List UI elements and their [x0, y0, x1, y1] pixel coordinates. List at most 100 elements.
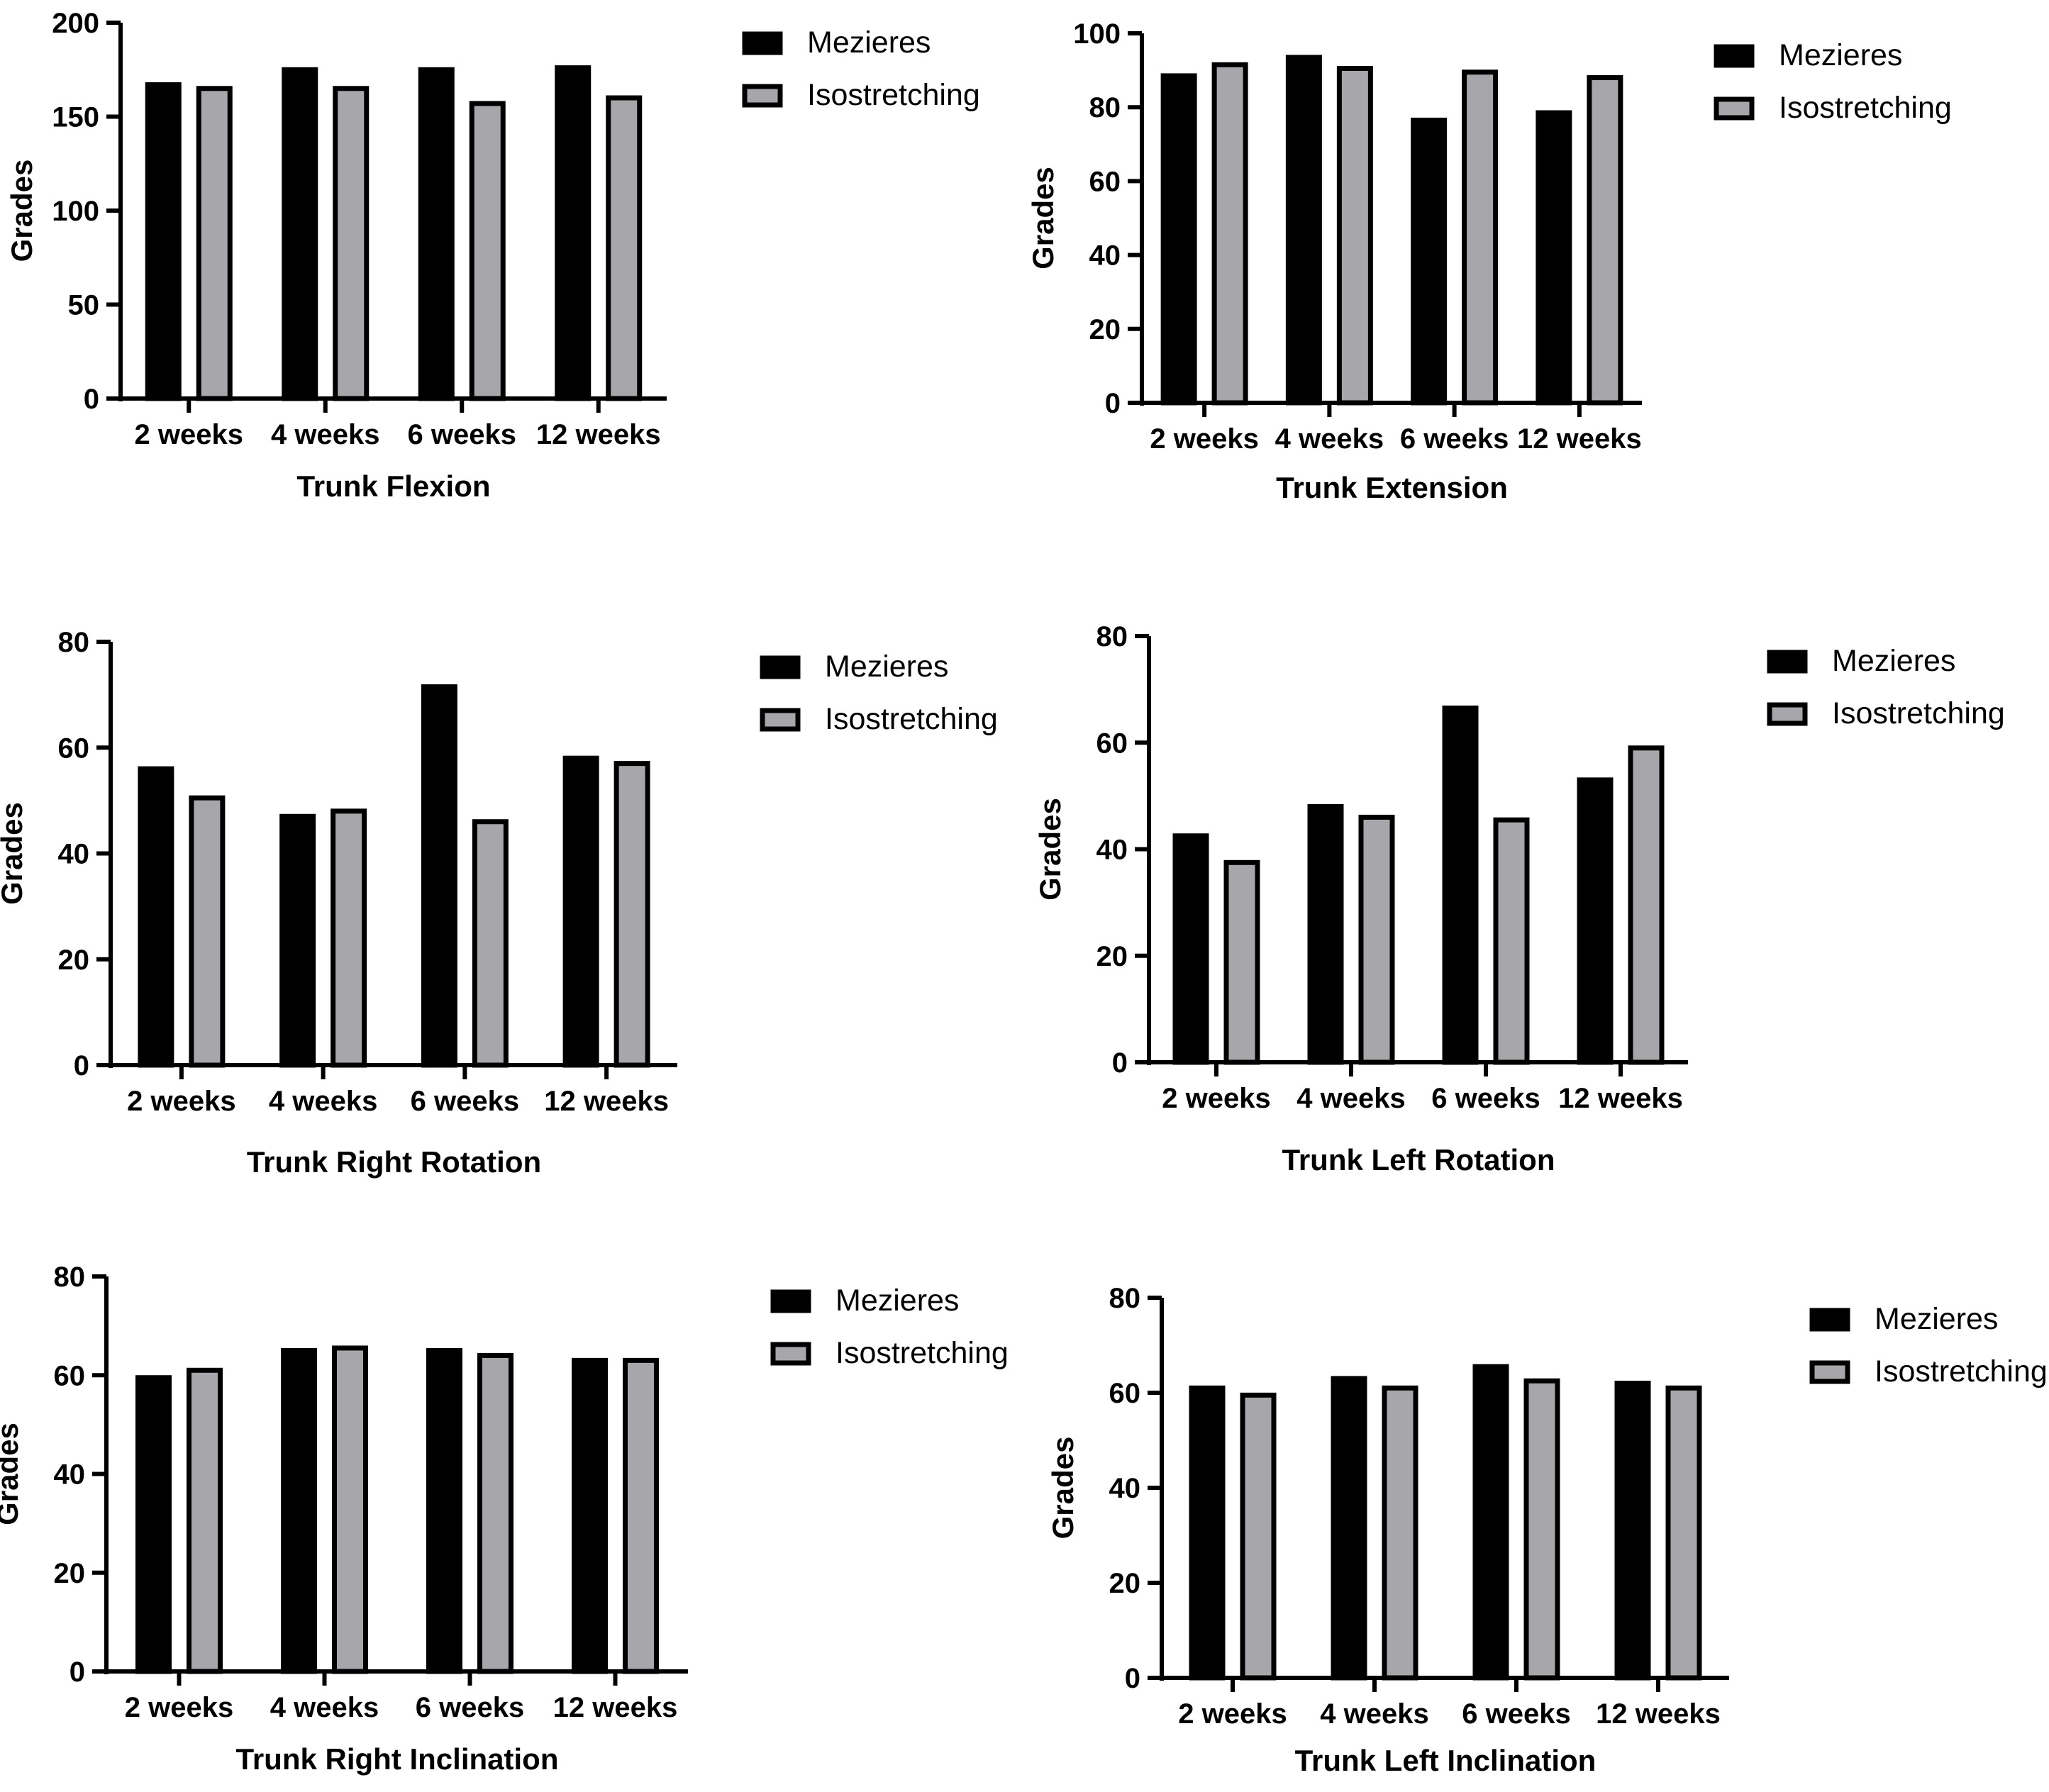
y-tick-label: 20 [1109, 1568, 1141, 1599]
y-tick-label: 20 [58, 945, 90, 976]
bar-isostretching-2-weeks [189, 795, 226, 1068]
bar-mezieres-12-weeks [555, 65, 592, 401]
bar-mezieres-6-weeks [421, 684, 457, 1068]
x-tick-label: 6 weeks [1400, 423, 1509, 455]
legend-swatch-mezieres [742, 31, 783, 55]
y-tick-label: 60 [1096, 728, 1128, 759]
legend-swatch-isostretching [760, 708, 801, 732]
bar-mezieres-2-weeks [145, 82, 182, 401]
legend-swatch-mezieres [1767, 650, 1808, 674]
x-tick-label: 4 weeks [1296, 1083, 1405, 1114]
legend-label-isostretching: Isostretching [1875, 1354, 2048, 1388]
chart-panel-4: 2 weeks 4 weeks 6 weeks 12 weeks 0 20 40 60 80 Gr… [1033, 621, 2005, 1176]
bar-mezieres-2-weeks [138, 766, 174, 1068]
legend-label-mezieres: Mezieres [835, 1284, 959, 1318]
y-tick-label: 0 [84, 384, 99, 415]
y-tick-label: 80 [58, 627, 90, 658]
x-tick-label: 2 weeks [127, 1086, 235, 1117]
bar-mezieres-12-weeks [1577, 777, 1614, 1065]
bar-isostretching-4-weeks [1358, 814, 1395, 1065]
y-axis-label: Grades [1046, 1437, 1079, 1540]
y-tick-label: 60 [54, 1360, 86, 1391]
chart-title: Trunk Left Inclination [1295, 1744, 1597, 1777]
legend-label-mezieres: Mezieres [1875, 1302, 1998, 1336]
bar-isostretching-4-weeks [333, 86, 370, 401]
x-tick-label: 12 weeks [536, 419, 661, 450]
chart-panel-6: 2 weeks 4 weeks 6 weeks 12 weeks 0 20 40 60 80 Gr… [1046, 1283, 2048, 1777]
legend-label-isostretching: Isostretching [807, 78, 980, 112]
x-tick-label: 6 weeks [408, 419, 516, 450]
legend-label-isostretching: Isostretching [825, 702, 998, 736]
legend-swatch-mezieres [1809, 1308, 1850, 1332]
x-tick-label: 6 weeks [1431, 1083, 1540, 1114]
x-tick-label: 4 weeks [269, 1086, 377, 1117]
chart-title: Trunk Extension [1276, 471, 1508, 504]
bar-mezieres-6-weeks [1472, 1364, 1509, 1681]
y-tick-label: 40 [54, 1459, 86, 1491]
y-tick-label: 100 [1073, 18, 1121, 50]
bar-mezieres-4-weeks [279, 813, 316, 1068]
legend-swatch-isostretching [742, 84, 783, 108]
bar-mezieres-2-weeks [1160, 73, 1197, 406]
bar-isostretching-12-weeks [1665, 1385, 1702, 1681]
bar-mezieres-2-weeks [135, 1375, 172, 1674]
bar-isostretching-2-weeks [1223, 859, 1260, 1065]
y-tick-label: 80 [1096, 621, 1128, 652]
bar-mezieres-12-weeks [1536, 110, 1572, 406]
bar-mezieres-12-weeks [572, 1357, 608, 1674]
bar-isostretching-2-weeks [196, 86, 233, 401]
y-axis-label: Grades [1033, 798, 1067, 901]
bar-isostretching-12-weeks [623, 1357, 659, 1674]
legend-label-mezieres: Mezieres [825, 650, 948, 684]
y-tick-label: 150 [52, 102, 99, 133]
legend-label-mezieres: Mezieres [1779, 38, 1902, 72]
legend-swatch-isostretching [1767, 702, 1808, 726]
y-tick-label: 60 [58, 733, 90, 764]
y-tick-label: 40 [58, 839, 90, 870]
bar-mezieres-6-weeks [426, 1347, 462, 1674]
bar-isostretching-12-weeks [606, 95, 643, 401]
legend-swatch-isostretching [1809, 1360, 1850, 1384]
bar-isostretching-4-weeks [1336, 65, 1373, 406]
x-tick-label: 2 weeks [125, 1692, 233, 1723]
y-tick-label: 0 [1112, 1047, 1128, 1079]
x-tick-label: 4 weeks [271, 419, 379, 450]
bar-mezieres-4-weeks [1307, 803, 1344, 1065]
y-tick-label: 40 [1089, 240, 1121, 272]
y-tick-label: 0 [70, 1657, 85, 1688]
bar-isostretching-2-weeks [187, 1367, 223, 1674]
legend-label-isostretching: Isostretching [1779, 91, 1952, 125]
x-tick-label: 6 weeks [411, 1086, 519, 1117]
legend-swatch-isostretching [770, 1342, 811, 1366]
x-tick-label: 2 weeks [135, 419, 243, 450]
x-tick-label: 2 weeks [1178, 1698, 1287, 1730]
legend-label-isostretching: Isostretching [835, 1336, 1009, 1370]
bar-mezieres-12-weeks [562, 755, 599, 1068]
y-tick-label: 60 [1109, 1378, 1141, 1409]
bar-mezieres-2-weeks [1189, 1385, 1226, 1681]
chart-panel-5: 2 weeks 4 weeks 6 weeks 12 weeks 0 20 40 60 80 Gr… [0, 1262, 1009, 1776]
x-tick-label: 2 weeks [1150, 423, 1258, 455]
chart-title: Trunk Right Rotation [247, 1145, 541, 1179]
y-axis-label: Grades [0, 1423, 24, 1525]
y-tick-label: 0 [1125, 1663, 1140, 1694]
bar-mezieres-4-weeks [1331, 1376, 1367, 1681]
x-tick-label: 12 weeks [1558, 1083, 1683, 1114]
x-tick-label: 12 weeks [1517, 423, 1642, 455]
x-tick-label: 4 weeks [270, 1692, 379, 1723]
bar-mezieres-4-weeks [282, 67, 318, 401]
x-tick-label: 12 weeks [544, 1086, 669, 1117]
bar-isostretching-6-weeks [477, 1352, 513, 1674]
bar-isostretching-2-weeks [1211, 62, 1248, 406]
bar-isostretching-6-weeks [469, 101, 506, 401]
legend-swatch-mezieres [1714, 44, 1755, 68]
y-tick-label: 20 [1096, 941, 1128, 972]
y-tick-label: 0 [1105, 388, 1121, 419]
legend-swatch-mezieres [760, 655, 801, 679]
bar-isostretching-12-weeks [1628, 745, 1665, 1065]
y-tick-label: 80 [54, 1262, 86, 1293]
x-tick-label: 4 weeks [1275, 423, 1384, 455]
legend-swatch-isostretching [1714, 96, 1755, 121]
y-tick-label: 80 [1089, 92, 1121, 123]
legend-label-isostretching: Isostretching [1832, 696, 2005, 730]
